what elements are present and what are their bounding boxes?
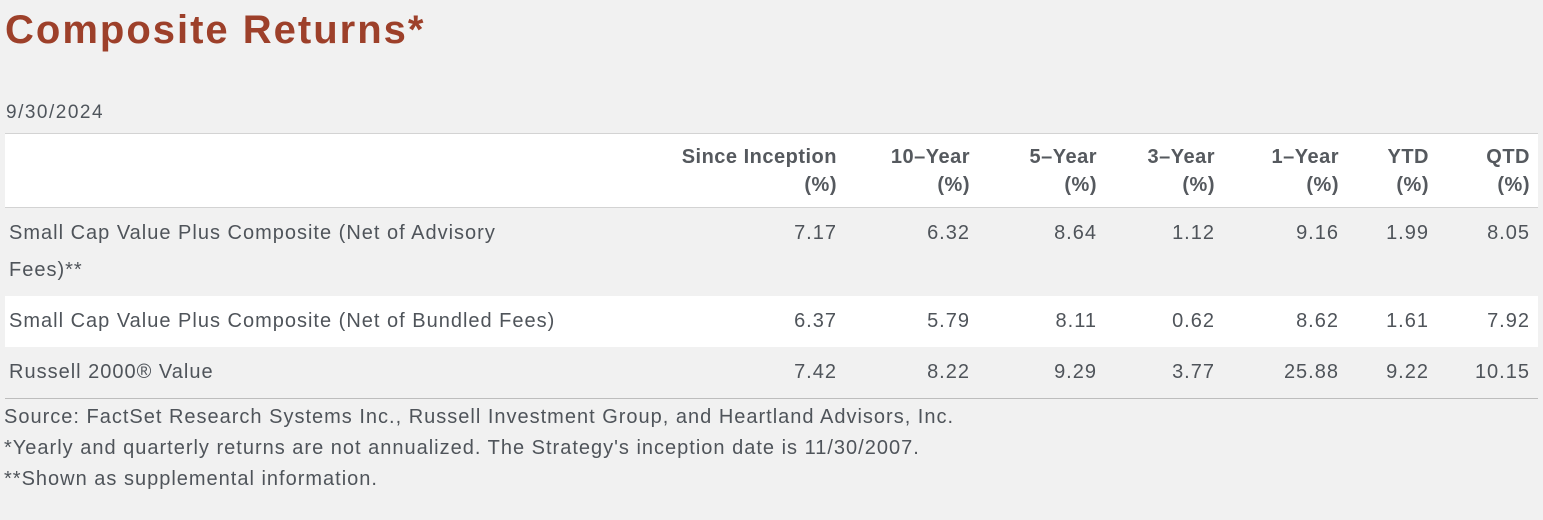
table-header-row: Since Inception (%) 10–Year (%) 5–Year (… (5, 133, 1538, 208)
cell-qtd: 10.15 (1474, 361, 1530, 383)
column-header-unit: (%) (1497, 174, 1530, 196)
column-header-qtd: QTD (%) (1437, 133, 1538, 208)
column-header-3-year: 3–Year (%) (1105, 133, 1223, 208)
column-header-unit: (%) (937, 174, 970, 196)
column-header-label: 10–Year (890, 146, 970, 168)
cell-10-year: 6.32 (927, 222, 970, 244)
column-header-unit: (%) (1182, 174, 1215, 196)
cell-ytd: 1.61 (1386, 310, 1429, 332)
cell-1-year: 9.16 (1296, 222, 1339, 244)
column-header-ytd: YTD (%) (1347, 133, 1437, 208)
page-title: Composite Returns* (5, 8, 426, 52)
column-header-label: QTD (1486, 146, 1530, 168)
column-header-label: 1–Year (1271, 146, 1339, 168)
column-header-label: Since Inception (681, 146, 837, 168)
column-header-10-year: 10–Year (%) (845, 133, 978, 208)
table-row-advisory-fees: Small Cap Value Plus Composite (Net of A… (5, 207, 1538, 296)
cell-since-inception: 7.17 (794, 222, 837, 244)
column-header-since-inception: Since Inception (%) (570, 133, 845, 208)
composite-returns-table: Since Inception (%) 10–Year (%) 5–Year (… (5, 133, 1538, 399)
column-header-unit: (%) (1396, 174, 1429, 196)
column-header-label: 3–Year (1147, 146, 1215, 168)
footnotes: Source: FactSet Research Systems Inc., R… (4, 402, 1543, 495)
cell-1-year: 8.62 (1296, 310, 1339, 332)
footnote-source: Source: FactSet Research Systems Inc., R… (4, 406, 955, 428)
cell-5-year: 8.11 (1055, 310, 1097, 332)
row-label: Small Cap Value Plus Composite (Net of B… (9, 310, 556, 332)
cell-1-year: 25.88 (1283, 361, 1339, 383)
cell-10-year: 5.79 (927, 310, 970, 332)
column-header-label: 5–Year (1029, 146, 1097, 168)
footnote-annualized: *Yearly and quarterly returns are not an… (4, 437, 920, 459)
cell-10-year: 8.22 (927, 361, 970, 383)
cell-5-year: 9.29 (1054, 361, 1097, 383)
cell-ytd: 9.22 (1386, 361, 1429, 383)
table-row-russell-2000-value: Russell 2000® Value 7.42 8.22 9.29 3.77 … (5, 347, 1538, 399)
row-label: Russell 2000® Value (9, 361, 214, 383)
composite-returns-section: Composite Returns* 9/30/2024 Since Incep… (4, 8, 1543, 495)
footnote-supplemental: **Shown as supplemental information. (4, 468, 378, 490)
cell-since-inception: 6.37 (794, 310, 837, 332)
column-header-unit: (%) (1064, 174, 1097, 196)
cell-since-inception: 7.42 (794, 361, 837, 383)
column-header-name (5, 133, 570, 208)
table-row-bundled-fees: Small Cap Value Plus Composite (Net of B… (5, 296, 1538, 347)
column-header-unit: (%) (804, 174, 837, 196)
row-label: Small Cap Value Plus Composite (Net of A… (9, 222, 496, 281)
column-header-1-year: 1–Year (%) (1223, 133, 1347, 208)
cell-3-year: 1.12 (1172, 222, 1215, 244)
cell-ytd: 1.99 (1386, 222, 1429, 244)
cell-5-year: 8.64 (1054, 222, 1097, 244)
cell-qtd: 7.92 (1487, 310, 1530, 332)
as-of-date: 9/30/2024 (6, 102, 105, 123)
cell-3-year: 3.77 (1172, 361, 1215, 383)
column-header-5-year: 5–Year (%) (978, 133, 1105, 208)
cell-qtd: 8.05 (1487, 222, 1530, 244)
column-header-label: YTD (1387, 146, 1429, 168)
column-header-unit: (%) (1306, 174, 1339, 196)
cell-3-year: 0.62 (1172, 310, 1215, 332)
